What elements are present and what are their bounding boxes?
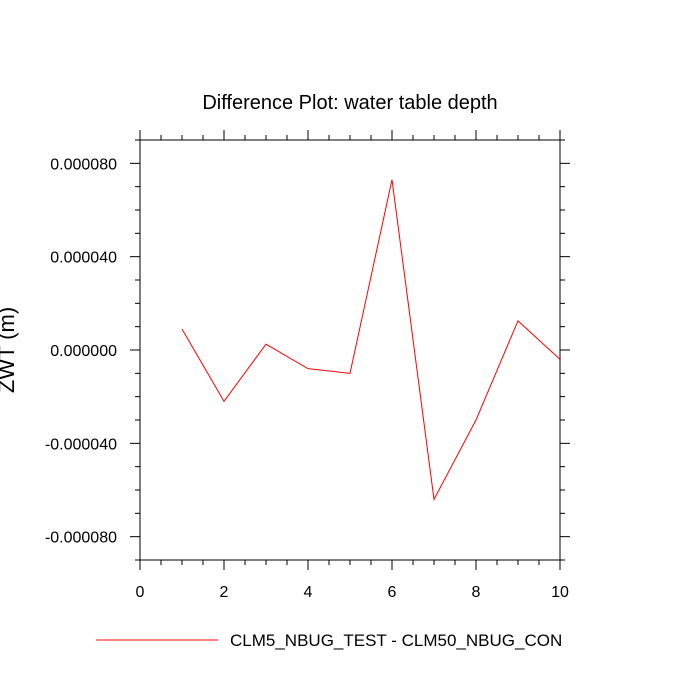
tick-labels: 0 2 4 6 8 10 -0.000080 -0.000040 0.000000 0.00004… — [45, 156, 569, 601]
x-tick-label: 0 — [136, 584, 145, 601]
y-tick-label: 0.000080 — [50, 156, 117, 173]
y-tick-label: -0.000040 — [45, 436, 117, 453]
x-tick-label: 10 — [551, 584, 569, 601]
series-layer — [181, 179, 561, 501]
y-tick-label: 0.000040 — [50, 250, 117, 267]
plot-frame — [139, 139, 561, 561]
axis-ticks — [130, 130, 570, 570]
x-tick-label: 4 — [304, 584, 313, 601]
series-line — [181, 179, 561, 501]
chart-title: Difference Plot: water table depth — [202, 92, 497, 114]
x-tick-label: 8 — [472, 584, 481, 601]
y-axis-label: ZWT (m) — [0, 307, 19, 393]
legend: CLM5_NBUG_TEST - CLM50_NBUG_CON — [96, 631, 562, 650]
y-tick-label: 0.000000 — [50, 343, 117, 360]
y-tick-label: -0.000080 — [45, 530, 117, 547]
x-tick-label: 2 — [220, 584, 229, 601]
legend-label: CLM5_NBUG_TEST - CLM50_NBUG_CON — [230, 631, 562, 650]
x-tick-label: 6 — [388, 584, 397, 601]
